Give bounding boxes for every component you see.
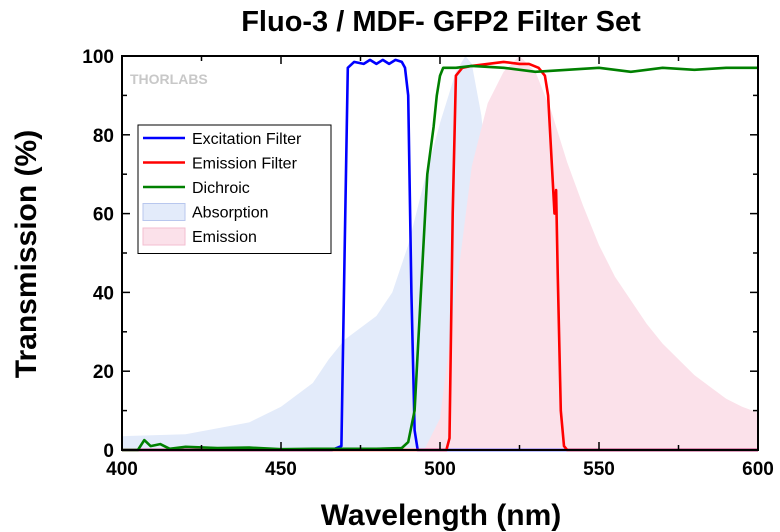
chart-title: Fluo-3 / MDF- GFP2 Filter Set — [241, 6, 641, 38]
x-tick-label: 400 — [106, 459, 138, 480]
legend-label: Absorption — [192, 205, 269, 222]
y-tick-label: 100 — [82, 47, 114, 68]
x-axis-title: Wavelength (nm) — [321, 499, 562, 532]
y-axis-title: Transmission (%) — [10, 130, 43, 378]
legend-label: Emission — [192, 229, 257, 246]
y-tick-label: 60 — [93, 205, 114, 226]
area-layer — [122, 56, 758, 450]
y-tick-label: 80 — [93, 126, 114, 147]
series-line-dichroic — [122, 64, 758, 452]
x-tick-label: 500 — [424, 459, 456, 480]
x-tick-label: 550 — [583, 459, 615, 480]
y-tick-label: 20 — [93, 362, 114, 383]
legend-swatch — [142, 203, 186, 221]
x-tick-label: 450 — [265, 459, 297, 480]
thorlabs-watermark: THORLABS — [130, 71, 208, 87]
area-emission — [424, 56, 758, 450]
axis-ticks: 400 450 500 550 600 0 20 40 60 80 100 — [82, 47, 774, 480]
legend-label: Dichroic — [192, 180, 250, 197]
series-line-excitation-filter — [122, 58, 758, 452]
x-tick-label: 600 — [742, 459, 774, 480]
y-tick-label: 40 — [93, 283, 114, 304]
line-layer — [122, 58, 758, 452]
y-tick-label: 0 — [103, 441, 114, 462]
legend-label: Excitation Filter — [192, 131, 302, 148]
legend-swatch — [142, 227, 186, 246]
legend: Excitation Filter Emission Filter Dichroic… — [137, 124, 332, 254]
legend-label: Emission Filter — [192, 156, 298, 173]
series-line-emission-filter — [122, 60, 758, 452]
